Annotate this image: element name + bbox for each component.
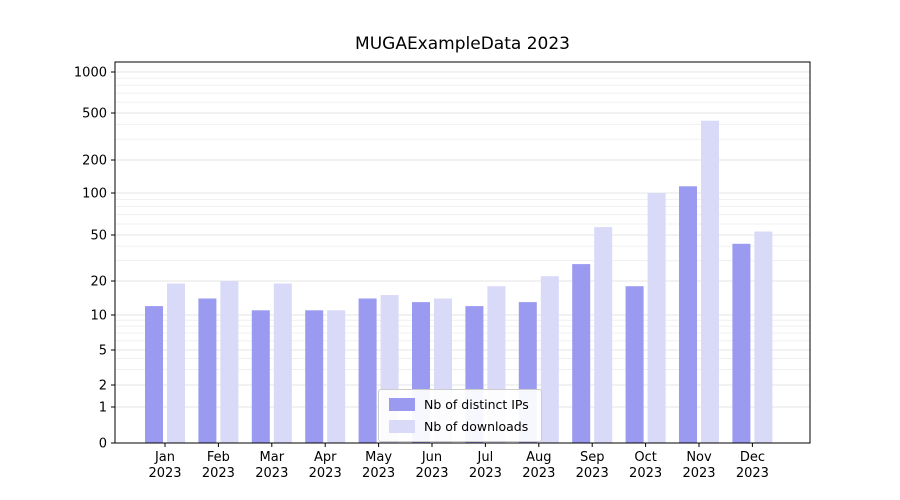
x-tick-label-year: 2023 bbox=[148, 466, 181, 481]
bar-distinct-ips bbox=[572, 264, 591, 443]
x-tick-label-month: Aug bbox=[526, 450, 551, 465]
y-tick-label: 50 bbox=[90, 229, 107, 244]
x-tick-label-year: 2023 bbox=[629, 466, 662, 481]
x-tick-label-year: 2023 bbox=[309, 466, 342, 481]
bar-downloads bbox=[647, 193, 666, 443]
x-tick-label-month: Oct bbox=[634, 450, 656, 465]
x-tick-label-month: Nov bbox=[686, 450, 712, 465]
x-tick-label-year: 2023 bbox=[682, 466, 715, 481]
bar-distinct-ips bbox=[679, 186, 697, 444]
bar-distinct-ips bbox=[732, 243, 751, 443]
bar-distinct-ips bbox=[251, 310, 270, 443]
legend-label-distinct-ips: Nb of distinct IPs bbox=[424, 397, 529, 412]
x-tick-label-year: 2023 bbox=[522, 466, 555, 481]
bar-distinct-ips bbox=[198, 298, 217, 443]
legend-swatch-distinct-ips bbox=[389, 398, 415, 411]
y-tick-label: 500 bbox=[82, 107, 107, 122]
bar-downloads bbox=[167, 283, 185, 443]
x-tick-label-month: Jan bbox=[154, 450, 175, 465]
bar-downloads bbox=[594, 227, 613, 443]
x-tick-label-month: Jul bbox=[477, 450, 494, 465]
chart-legend: Nb of distinct IPs Nb of downloads bbox=[378, 389, 542, 442]
x-tick-label-month: Feb bbox=[207, 450, 230, 465]
y-tick-label: 0 bbox=[99, 437, 107, 452]
x-tick-label-year: 2023 bbox=[362, 466, 395, 481]
x-tick-label-year: 2023 bbox=[736, 466, 769, 481]
y-tick-label: 20 bbox=[90, 275, 107, 290]
x-tick-label-month: May bbox=[365, 450, 392, 465]
bar-downloads bbox=[701, 120, 719, 443]
bar-distinct-ips bbox=[305, 310, 324, 443]
x-tick-label-year: 2023 bbox=[255, 466, 288, 481]
bar-downloads bbox=[273, 283, 292, 443]
x-tick-label-month: Jun bbox=[421, 450, 442, 465]
y-tick-label: 2 bbox=[99, 379, 107, 394]
x-tick-label-year: 2023 bbox=[576, 466, 609, 481]
y-tick-label: 1 bbox=[99, 401, 107, 416]
x-tick-label-month: Dec bbox=[740, 450, 765, 465]
bar-downloads bbox=[327, 310, 346, 443]
x-tick-label-year: 2023 bbox=[469, 466, 502, 481]
bar-distinct-ips bbox=[145, 306, 163, 443]
plot-frame bbox=[114, 61, 811, 444]
bar-distinct-ips bbox=[625, 286, 644, 443]
y-tick-label: 200 bbox=[82, 154, 107, 169]
chart-title: MUGAExampleData 2023 bbox=[355, 34, 570, 54]
y-tick-label: 5 bbox=[99, 344, 107, 359]
x-tick-label-year: 2023 bbox=[415, 466, 448, 481]
x-tick-label-year: 2023 bbox=[202, 466, 235, 481]
legend-swatch-downloads bbox=[389, 420, 415, 433]
x-tick-label-month: Sep bbox=[580, 450, 605, 465]
bar-distinct-ips bbox=[358, 298, 377, 443]
y-tick-label: 10 bbox=[90, 309, 107, 324]
legend-item-distinct-ips: Nb of distinct IPs bbox=[389, 397, 529, 412]
y-tick-label: 100 bbox=[82, 187, 107, 202]
legend-item-downloads: Nb of downloads bbox=[389, 419, 529, 434]
y-tick-label: 1000 bbox=[74, 66, 107, 81]
legend-label-downloads: Nb of downloads bbox=[424, 419, 529, 434]
bar-downloads bbox=[540, 276, 559, 443]
bar-downloads bbox=[754, 231, 773, 443]
bar-downloads bbox=[220, 281, 239, 443]
x-tick-label-month: Mar bbox=[260, 450, 285, 465]
x-tick-label-month: Apr bbox=[314, 450, 337, 465]
